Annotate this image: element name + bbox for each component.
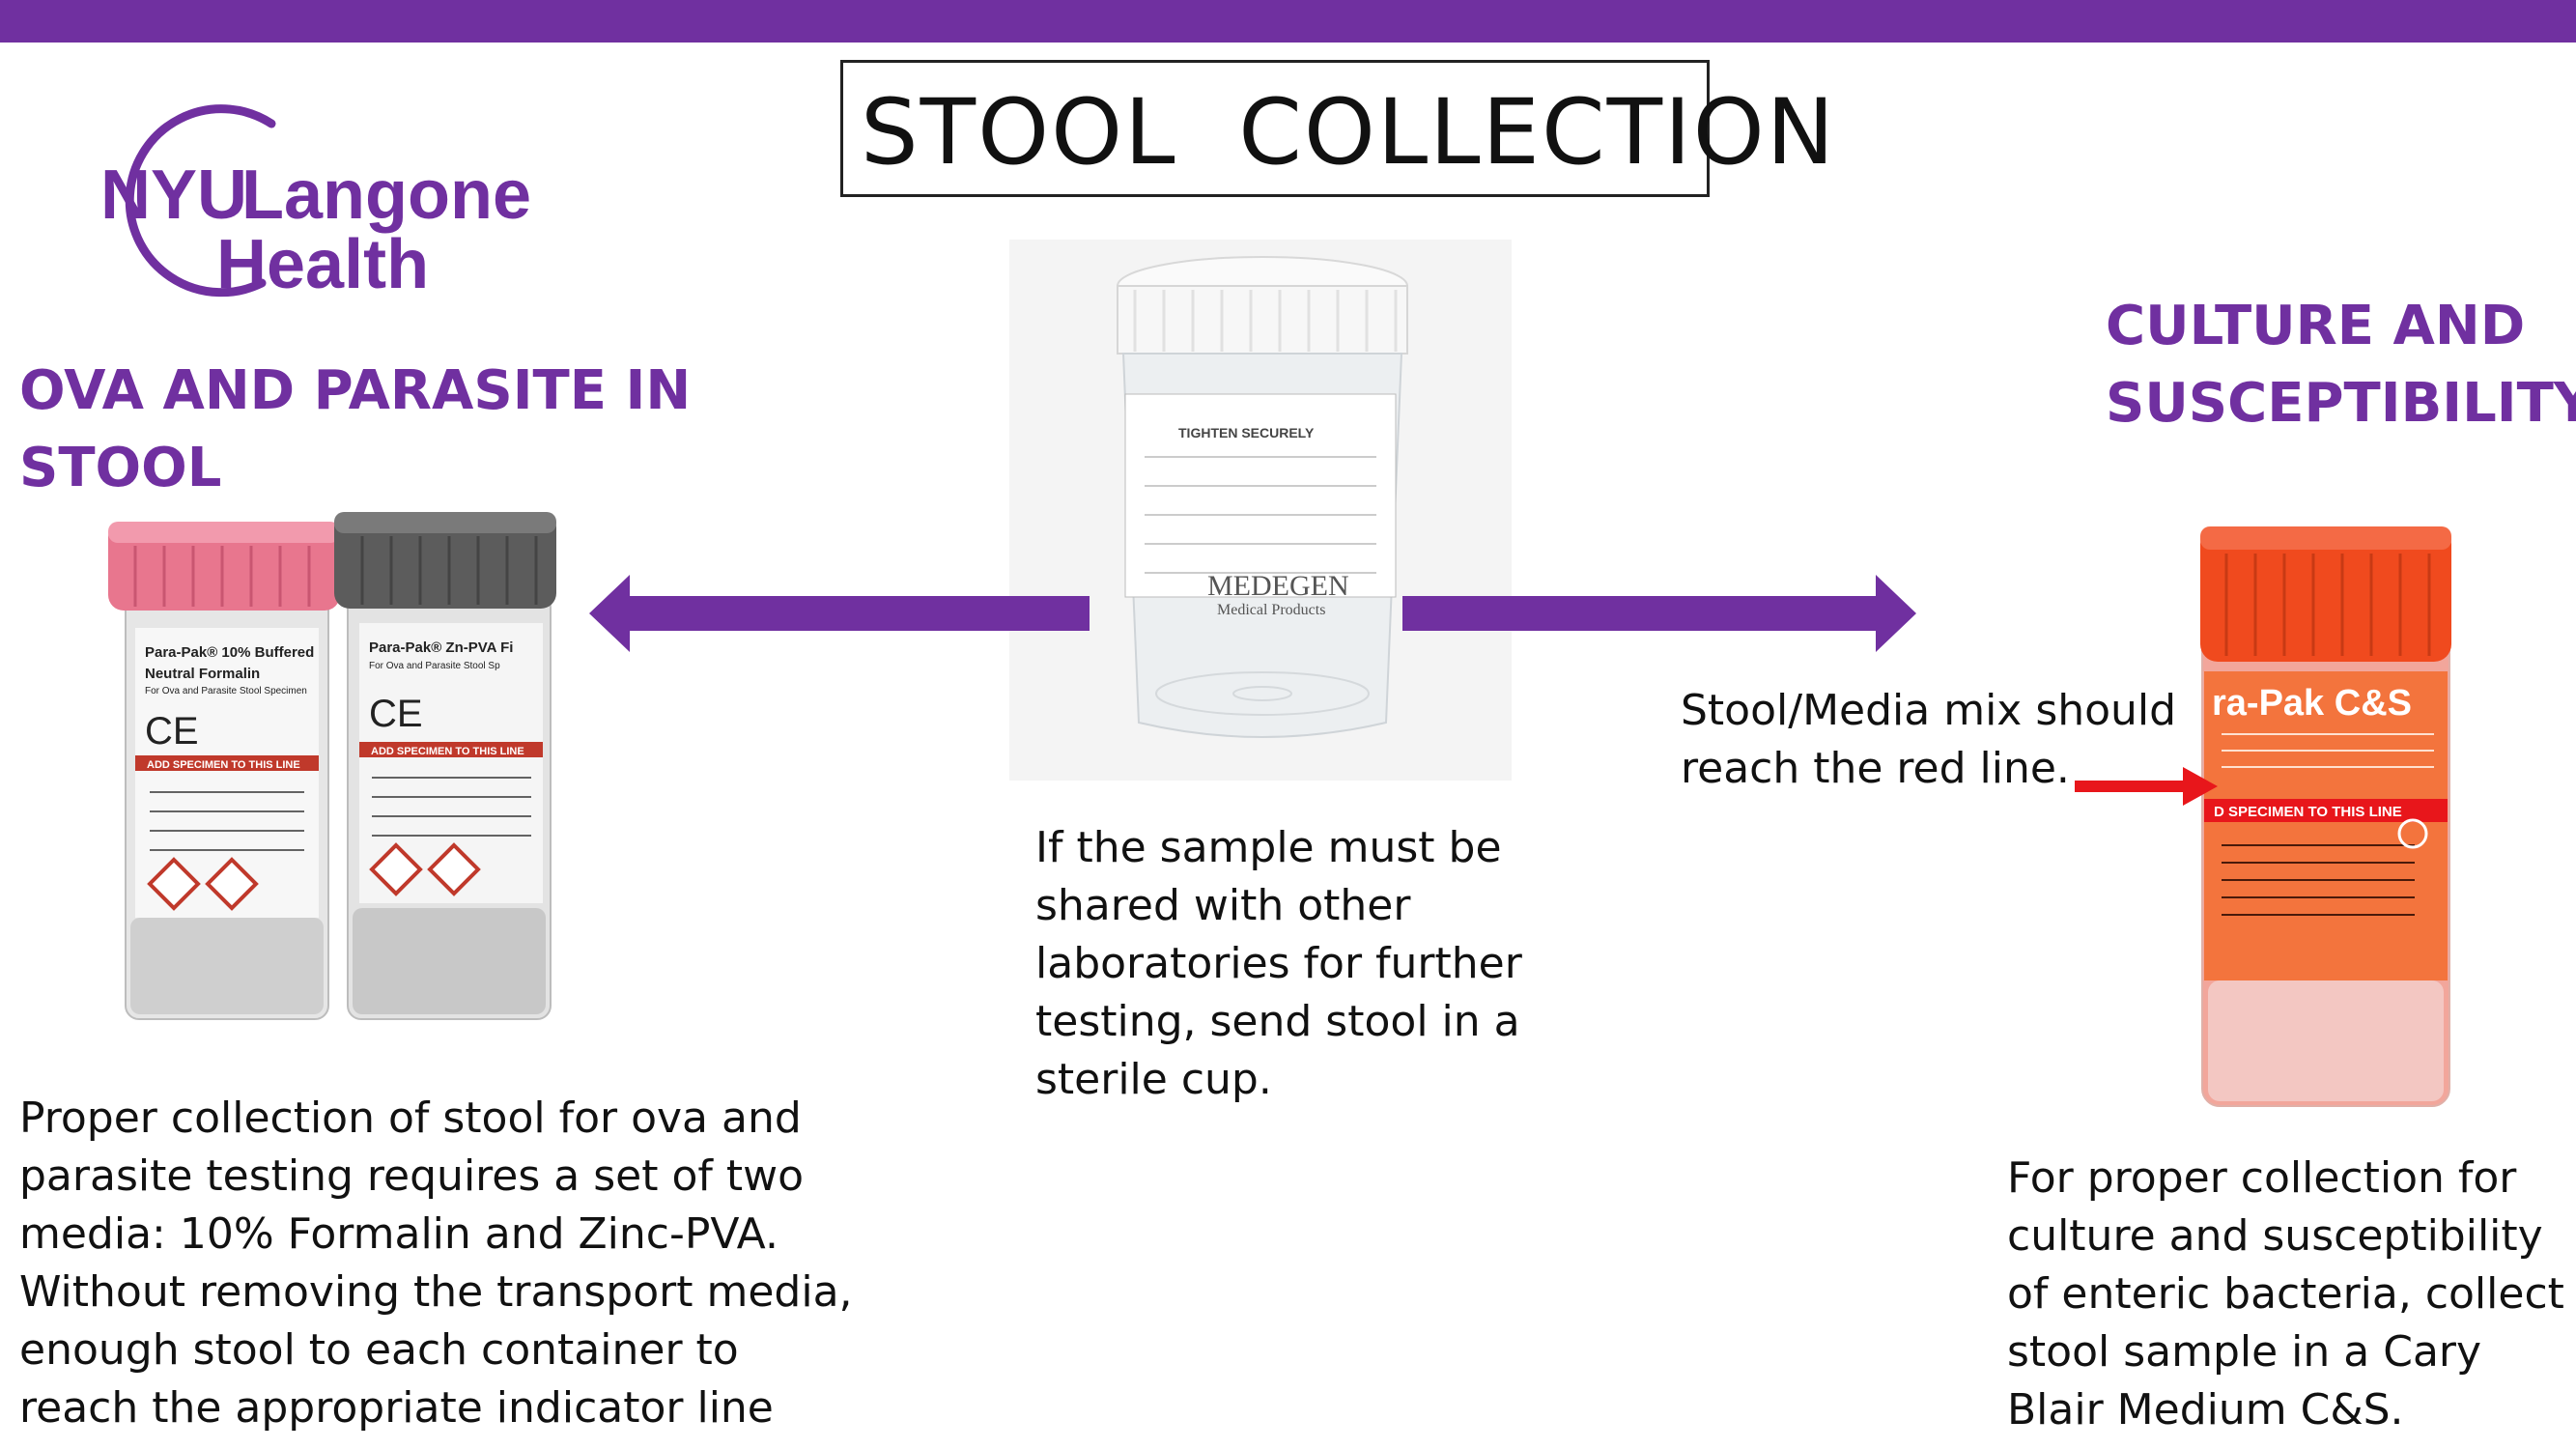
svg-text:Neutral Formalin: Neutral Formalin: [145, 666, 260, 682]
svg-text:D SPECIMEN TO THIS LINE: D SPECIMEN TO THIS LINE: [2214, 804, 2402, 820]
culture-susceptibility-heading: CULTURE AND SUSCEPTIBILITY: [2106, 295, 2576, 435]
svg-text:Medical Products: Medical Products: [1217, 602, 1325, 618]
red-arrow-icon: [2075, 767, 2218, 806]
zinc-pva-tube: Para-Pak® Zn-PVA Fi For Ova and Parasite…: [334, 512, 556, 1020]
right-arrow-icon: [1402, 575, 1916, 652]
ova-parasite-heading: OVA AND PARASITE IN STOOL: [19, 359, 692, 499]
svg-text:MEDEGEN: MEDEGEN: [1207, 570, 1349, 602]
svg-text:ADD SPECIMEN TO THIS LINE: ADD SPECIMEN TO THIS LINE: [147, 759, 300, 771]
ova-parasite-instructions: Proper collection of stool for ova and p…: [19, 1094, 853, 1433]
svg-text:For Ova and Parasite Stool Spe: For Ova and Parasite Stool Specimen: [145, 686, 307, 696]
formalin-tube: Para-Pak® 10% Buffered Neutral Formalin …: [108, 522, 340, 1020]
red-line-note: Stool/Media mix should reach the red lin…: [1681, 686, 2177, 793]
nyu-langone-logo: NYU Langone Health: [100, 104, 531, 303]
top-accent-bar: [0, 0, 2576, 43]
sterile-cup-instructions: If the sample must be shared with other …: [1035, 823, 1522, 1104]
culture-instructions: For proper collection for culture and su…: [2007, 1153, 2564, 1435]
svg-text:Para-Pak® 10% Buffered: Para-Pak® 10% Buffered: [145, 644, 314, 661]
svg-text:For Ova and Parasite Stool Sp: For Ova and Parasite Stool Sp: [369, 661, 500, 671]
left-arrow-icon: [589, 575, 1090, 652]
svg-text:ADD SPECIMEN TO THIS LINE: ADD SPECIMEN TO THIS LINE: [371, 746, 524, 757]
svg-text:Para-Pak® Zn-PVA Fi: Para-Pak® Zn-PVA Fi: [369, 639, 513, 656]
svg-text:TIGHTEN SECURELY: TIGHTEN SECURELY: [1178, 425, 1315, 440]
svg-text:CE: CE: [145, 710, 199, 753]
svg-text:ra-Pak C&S: ra-Pak C&S: [2212, 683, 2412, 724]
ova-parasite-tubes-image: Para-Pak® 10% Buffered Neutral Formalin …: [108, 512, 556, 1020]
culture-tube-image: ra-Pak C&S D SPECIMEN TO THIS LINE: [2200, 526, 2451, 1107]
svg-text:NYU: NYU: [100, 156, 247, 234]
title-box: STOOL COLLECTION: [840, 60, 1834, 197]
svg-text:Health: Health: [216, 226, 429, 303]
sterile-cup-image: TIGHTEN SECURELY MEDEGEN Medical Product…: [1009, 240, 1512, 781]
page-title: STOOL COLLECTION: [861, 80, 1837, 185]
svg-text:CE: CE: [369, 693, 423, 735]
svg-text:Langone: Langone: [241, 156, 531, 234]
